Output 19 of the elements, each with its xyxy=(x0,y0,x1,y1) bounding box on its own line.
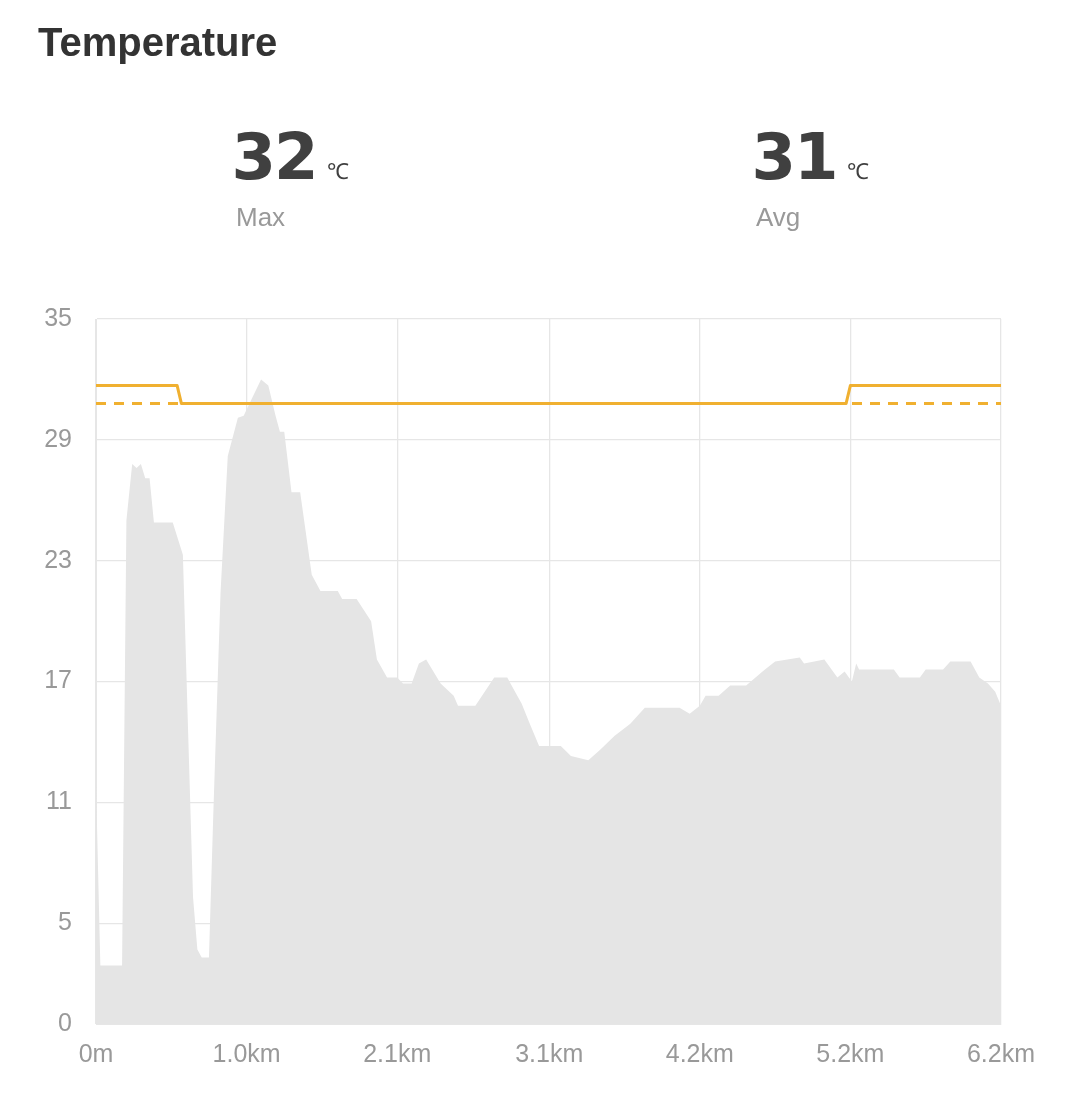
y-tick-label: 0 xyxy=(58,1007,72,1036)
x-tick-label: 6.2km xyxy=(966,1038,1036,1067)
x-tick-label: 3.1km xyxy=(515,1038,584,1067)
y-tick-label: 5 xyxy=(58,907,72,936)
x-tick-label: 5.2km xyxy=(816,1038,885,1067)
y-tick-label: 23 xyxy=(44,544,72,573)
x-tick-label: 2.1km xyxy=(363,1038,432,1067)
text: Max xyxy=(235,202,287,233)
x-tick-label: 4.2km xyxy=(665,1038,734,1067)
text: 32℃ xyxy=(231,120,349,194)
y-tick-label: 17 xyxy=(44,665,72,694)
y-tick-label: 29 xyxy=(44,423,72,452)
y-tick-label: 35 xyxy=(44,302,72,331)
text: Avg xyxy=(755,202,802,233)
x-tick-label: 0m xyxy=(78,1038,114,1067)
y-tick-label: 11 xyxy=(46,786,72,815)
x-tick-label: 1.0km xyxy=(212,1038,281,1067)
text: 31℃ xyxy=(751,120,869,194)
chart-title: Temperature xyxy=(38,20,278,65)
